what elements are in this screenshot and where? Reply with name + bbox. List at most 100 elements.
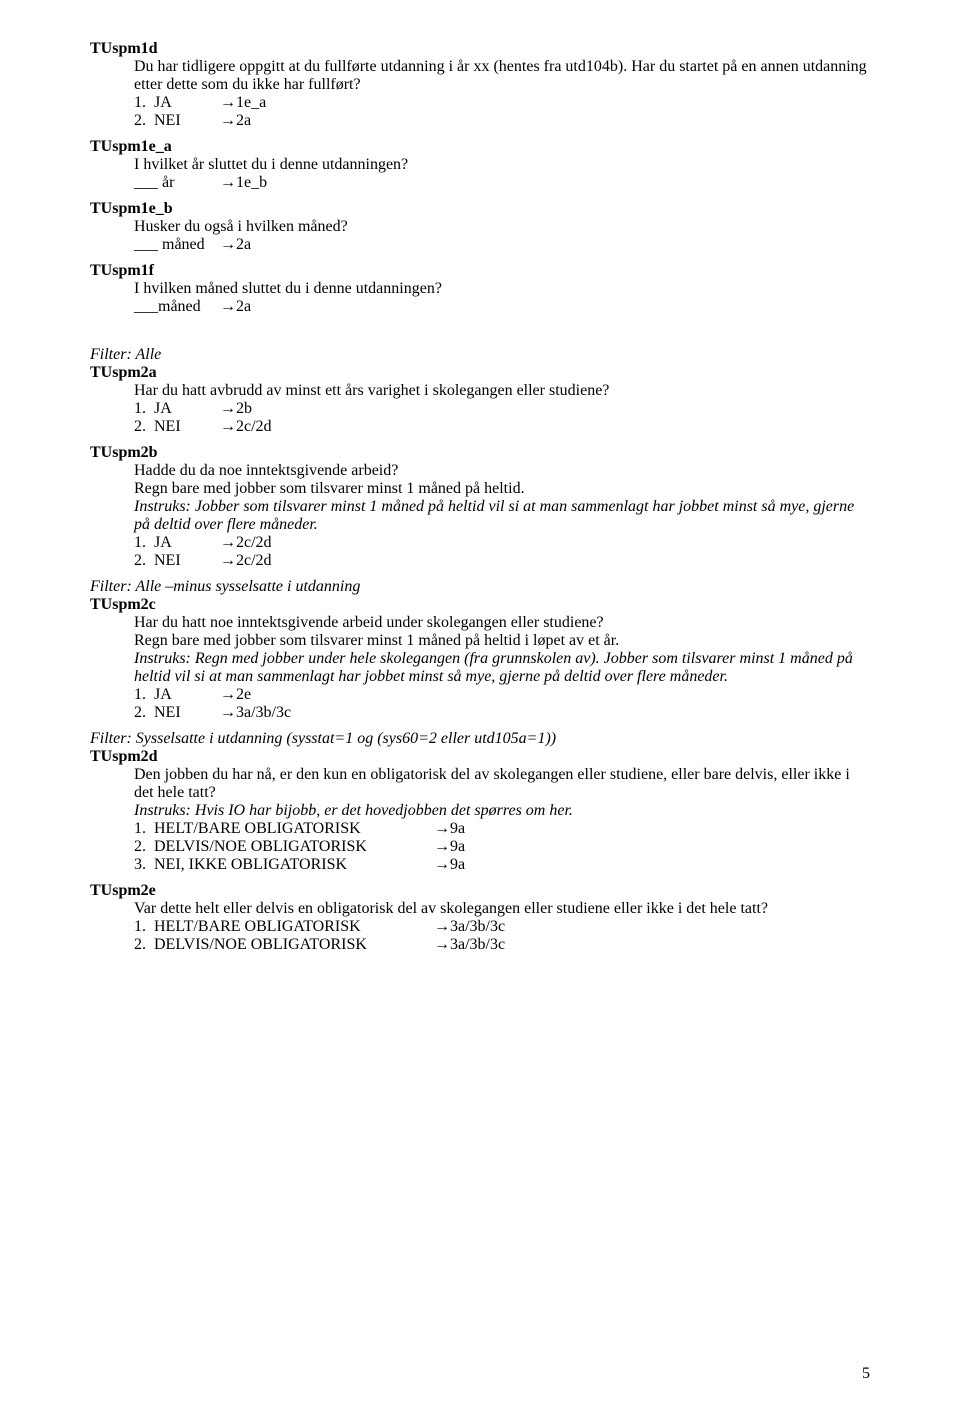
arrow-icon: →	[220, 400, 236, 418]
filter-text: Filter: Alle	[90, 346, 870, 364]
arrow-icon: →	[220, 94, 236, 112]
option-goto: 2a	[236, 298, 251, 316]
instruks-text: Instruks: Regn med jobber under hele sko…	[134, 650, 870, 686]
section-tuspm2d: Filter: Sysselsatte i utdanning (sysstat…	[90, 730, 870, 874]
instruks-text: Instruks: Hvis IO har bijobb, er det hov…	[134, 802, 870, 820]
page-number: 5	[862, 1365, 870, 1383]
heading-tuspm1e_b: TUspm1e_b	[90, 200, 870, 218]
section-tuspm2a: Filter: Alle TUspm2a Har du hatt avbrudd…	[90, 346, 870, 436]
page: TUspm1d Du har tidligere oppgitt at du f…	[0, 0, 960, 1401]
section-tuspm2b: TUspm2b Hadde du da noe inntektsgivende …	[90, 444, 870, 570]
arrow-icon: →	[220, 298, 236, 316]
option-goto: 9a	[450, 856, 465, 874]
option-row: 2. DELVIS/NOE OBLIGATORISK → 3a/3b/3c	[134, 936, 870, 954]
option-goto: 2c/2d	[236, 418, 272, 436]
option-row: 1. HELT/BARE OBLIGATORISK → 3a/3b/3c	[134, 918, 870, 936]
spacer	[90, 324, 870, 346]
option-goto: 2c/2d	[236, 552, 272, 570]
option-goto: 2e	[236, 686, 251, 704]
heading-tuspm2c: TUspm2c	[90, 596, 870, 614]
heading-tuspm1f: TUspm1f	[90, 262, 870, 280]
body-tuspm1d: Du har tidligere oppgitt at du fullførte…	[90, 58, 870, 130]
option-row: ___ år → 1e_b	[134, 174, 870, 192]
option-goto: 3a/3b/3c	[450, 936, 505, 954]
option-goto: 9a	[450, 838, 465, 856]
body-tuspm1f: I hvilken måned sluttet du i denne utdan…	[90, 280, 870, 316]
body-tuspm2c: Har du hatt noe inntektsgivende arbeid u…	[90, 614, 870, 722]
heading-tuspm2d: TUspm2d	[90, 748, 870, 766]
option-row: 2. NEI → 2c/2d	[134, 418, 870, 436]
filter-text: Filter: Sysselsatte i utdanning (sysstat…	[90, 730, 870, 748]
option-label: 2. NEI	[134, 112, 220, 130]
option-row: 2. NEI → 3a/3b/3c	[134, 704, 870, 722]
question-text: I hvilket år sluttet du i denne utdannin…	[134, 156, 870, 174]
option-label: ___måned	[134, 298, 220, 316]
section-tuspm2c: Filter: Alle –minus sysselsatte i utdann…	[90, 578, 870, 722]
option-row: ___måned → 2a	[134, 298, 870, 316]
option-row: 1. JA → 1e_a	[134, 94, 870, 112]
option-label: 2. NEI	[134, 552, 220, 570]
question-text: Har du hatt noe inntektsgivende arbeid u…	[134, 614, 870, 632]
body-tuspm1e_b: Husker du også i hvilken måned? ___ måne…	[90, 218, 870, 254]
option-label: 1. JA	[134, 686, 220, 704]
filter-text: Filter: Alle –minus sysselsatte i utdann…	[90, 578, 870, 596]
arrow-icon: →	[434, 838, 450, 856]
body-tuspm2a: Har du hatt avbrudd av minst ett års var…	[90, 382, 870, 436]
heading-tuspm2b: TUspm2b	[90, 444, 870, 462]
option-row: 3. NEI, IKKE OBLIGATORISK → 9a	[134, 856, 870, 874]
option-label: ___ år	[134, 174, 220, 192]
question-text: I hvilken måned sluttet du i denne utdan…	[134, 280, 870, 298]
option-label: 2. NEI	[134, 418, 220, 436]
arrow-icon: →	[220, 686, 236, 704]
question-text: Husker du også i hvilken måned?	[134, 218, 870, 236]
option-label: 1. HELT/BARE OBLIGATORISK	[134, 918, 434, 936]
question-text: Hadde du da noe inntektsgivende arbeid?	[134, 462, 870, 480]
option-goto: 2b	[236, 400, 252, 418]
option-label: 1. JA	[134, 400, 220, 418]
option-label: 2. DELVIS/NOE OBLIGATORISK	[134, 936, 434, 954]
heading-tuspm1d: TUspm1d	[90, 40, 870, 58]
arrow-icon: →	[434, 820, 450, 838]
section-tuspm1d: TUspm1d Du har tidligere oppgitt at du f…	[90, 40, 870, 130]
body-tuspm2e: Var dette helt eller delvis en obligator…	[90, 900, 870, 954]
option-goto: 2a	[236, 236, 251, 254]
arrow-icon: →	[220, 534, 236, 552]
option-row: 1. HELT/BARE OBLIGATORISK → 9a	[134, 820, 870, 838]
section-tuspm1e_a: TUspm1e_a I hvilket år sluttet du i denn…	[90, 138, 870, 192]
question-text: Regn bare med jobber som tilsvarer minst…	[134, 632, 870, 650]
arrow-icon: →	[220, 704, 236, 722]
heading-tuspm1e_a: TUspm1e_a	[90, 138, 870, 156]
option-row: 2. NEI → 2a	[134, 112, 870, 130]
heading-tuspm2e: TUspm2e	[90, 882, 870, 900]
arrow-icon: →	[220, 236, 236, 254]
option-goto: 1e_b	[236, 174, 267, 192]
question-text: Du har tidligere oppgitt at du fullførte…	[134, 58, 870, 94]
option-goto: 2c/2d	[236, 534, 272, 552]
question-text: Den jobben du har nå, er den kun en obli…	[134, 766, 870, 802]
arrow-icon: →	[434, 856, 450, 874]
instruks-text: Instruks: Jobber som tilsvarer minst 1 m…	[134, 498, 870, 534]
option-label: 2. NEI	[134, 704, 220, 722]
option-label: 3. NEI, IKKE OBLIGATORISK	[134, 856, 434, 874]
option-row: 1. JA → 2c/2d	[134, 534, 870, 552]
section-tuspm1e_b: TUspm1e_b Husker du også i hvilken måned…	[90, 200, 870, 254]
question-text: Har du hatt avbrudd av minst ett års var…	[134, 382, 870, 400]
arrow-icon: →	[220, 174, 236, 192]
arrow-icon: →	[434, 918, 450, 936]
option-label: 1. HELT/BARE OBLIGATORISK	[134, 820, 434, 838]
section-tuspm1f: TUspm1f I hvilken måned sluttet du i den…	[90, 262, 870, 316]
option-label: 2. DELVIS/NOE OBLIGATORISK	[134, 838, 434, 856]
option-row: 2. NEI → 2c/2d	[134, 552, 870, 570]
option-row: 1. JA → 2b	[134, 400, 870, 418]
option-row: ___ måned → 2a	[134, 236, 870, 254]
body-tuspm2b: Hadde du da noe inntektsgivende arbeid? …	[90, 462, 870, 570]
option-row: 2. DELVIS/NOE OBLIGATORISK → 9a	[134, 838, 870, 856]
arrow-icon: →	[220, 112, 236, 130]
option-goto: 2a	[236, 112, 251, 130]
arrow-icon: →	[220, 552, 236, 570]
option-label: ___ måned	[134, 236, 220, 254]
question-text: Var dette helt eller delvis en obligator…	[134, 900, 870, 918]
arrow-icon: →	[220, 418, 236, 436]
option-label: 1. JA	[134, 534, 220, 552]
option-goto: 3a/3b/3c	[236, 704, 291, 722]
